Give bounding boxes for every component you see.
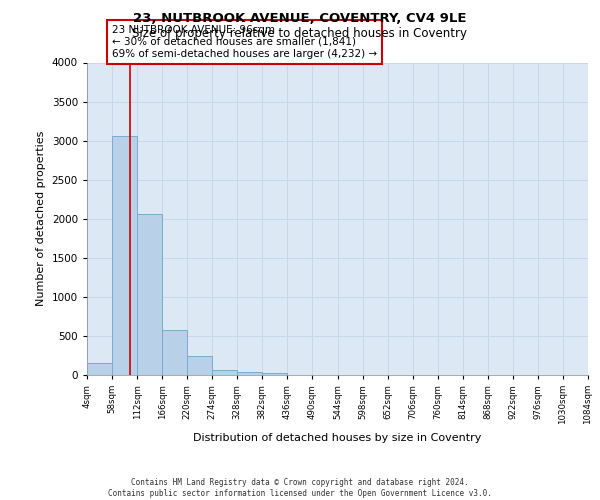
Text: 23 NUTBROOK AVENUE: 96sqm
← 30% of detached houses are smaller (1,841)
69% of se: 23 NUTBROOK AVENUE: 96sqm ← 30% of detac…	[112, 26, 377, 58]
X-axis label: Distribution of detached houses by size in Coventry: Distribution of detached houses by size …	[193, 432, 482, 442]
Bar	[212, 370, 238, 375]
Bar	[162, 330, 187, 375]
Bar	[187, 356, 212, 375]
Bar	[137, 214, 162, 375]
Text: Contains HM Land Registry data © Crown copyright and database right 2024.
Contai: Contains HM Land Registry data © Crown c…	[108, 478, 492, 498]
Bar	[87, 364, 112, 375]
Bar	[262, 372, 287, 375]
Bar	[112, 136, 137, 375]
Y-axis label: Number of detached properties: Number of detached properties	[36, 131, 46, 306]
Bar	[238, 372, 262, 375]
Text: Size of property relative to detached houses in Coventry: Size of property relative to detached ho…	[133, 28, 467, 40]
Text: 23, NUTBROOK AVENUE, COVENTRY, CV4 9LE: 23, NUTBROOK AVENUE, COVENTRY, CV4 9LE	[133, 12, 467, 26]
